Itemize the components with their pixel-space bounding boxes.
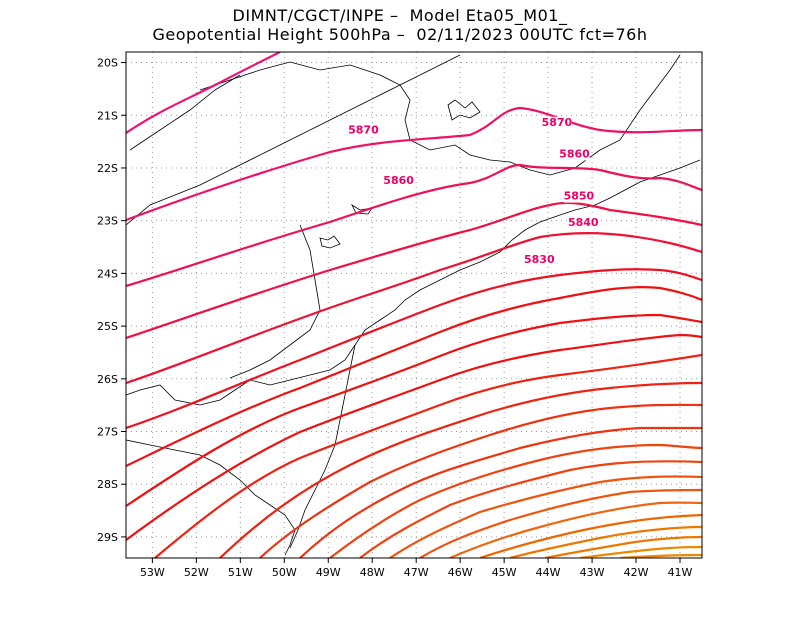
geopotential-contours [126,52,702,558]
contour-5660 [619,553,702,558]
contour-label: 5860 [383,174,414,187]
contour-5720 [419,488,702,558]
contour-label-bg [563,190,594,203]
contour-5670 [579,545,702,558]
contour-label-bg [559,148,590,161]
contour-5730 [389,475,702,558]
contour-5820 [126,286,702,467]
lat-tick-label: 27S [97,426,118,439]
contour-label-bg [524,253,555,266]
contour-5800 [126,333,702,541]
lon-tick-label: 48W [360,566,385,579]
state-border-2 [229,224,321,379]
contour-label: 5850 [564,190,595,203]
contour-5710 [449,501,702,558]
contour-5760 [299,426,702,558]
contour-5830 [126,268,702,430]
lon-tick-label: 53W [140,566,165,579]
contour-label: 5840 [568,216,599,229]
contour-label: 5870 [542,116,573,129]
contour-5690 [509,525,702,558]
lon-tick-label: 45W [492,566,517,579]
contour-5750 [329,443,702,558]
graticule-grid [126,52,702,558]
contour-label-bg [541,116,572,129]
coastline-borders [126,54,701,556]
contour-label: 5870 [348,124,379,137]
lon-tick-label: 43W [580,566,605,579]
state-border-1 [126,439,296,556]
contour-label: 5830 [524,253,555,266]
contour-5680 [544,535,702,558]
coastline [126,54,461,226]
contour-5790 [154,353,702,558]
contour-5810 [126,313,702,507]
lon-tick-label: 50W [272,566,297,579]
axis-tick-labels: 53W 52W 51W 50W 49W 48W 47W 46W 45W 44W 43W 42W 41W 2… [97,57,693,579]
map-frame [125,51,703,559]
contour-5780 [219,381,702,558]
lat-tick-label: 28S [97,478,118,491]
lat-tick-label: 21S [97,109,118,122]
lon-tick-label: 51W [228,566,253,579]
contour-label-bg [348,124,379,137]
lat-tick-label: 20S [97,57,118,70]
lon-tick-label: 52W [184,566,209,579]
contour-5840 [126,232,702,385]
map-title-line1: DIMNT/CGCT/INPE – Model Eta05_M01_ [232,6,568,25]
contour-label-bg [568,216,599,229]
lat-tick-label: 22S [97,162,118,175]
sp-border [126,159,701,406]
contour-5700 [479,513,702,558]
contour-5860 [126,163,702,288]
axis-ticks [121,62,681,563]
lat-tick-label: 25S [97,320,118,333]
lon-tick-label: 46W [448,566,473,579]
state-border-4 [129,74,241,151]
contour-label: 5860 [559,147,590,160]
lon-tick-label: 42W [624,566,649,579]
lat-tick-label: 26S [97,373,118,386]
contour-5880 [126,52,281,134]
contour-label-bg [383,174,414,187]
lake [319,235,341,249]
reservoir [447,99,481,121]
island [351,203,373,215]
contour-5850 [126,201,702,340]
lon-tick-label: 44W [536,566,561,579]
lat-tick-label: 24S [97,267,118,280]
contour-5870 [126,106,702,222]
lat-tick-label: 29S [97,531,118,544]
contour-5740 [359,460,702,558]
contour-labels: 5870 5870 5860 5860 5850 5840 5830 [348,116,599,266]
lon-tick-label: 49W [316,566,341,579]
contour-5770 [259,403,702,558]
state-border-3 [199,54,681,176]
lon-tick-label: 47W [404,566,429,579]
lat-tick-label: 23S [97,215,118,228]
map-title-line2: Geopotential Height 500hPa – 02/11/2023 … [152,25,648,44]
lon-tick-label: 41W [668,566,693,579]
coast-south [289,344,356,549]
